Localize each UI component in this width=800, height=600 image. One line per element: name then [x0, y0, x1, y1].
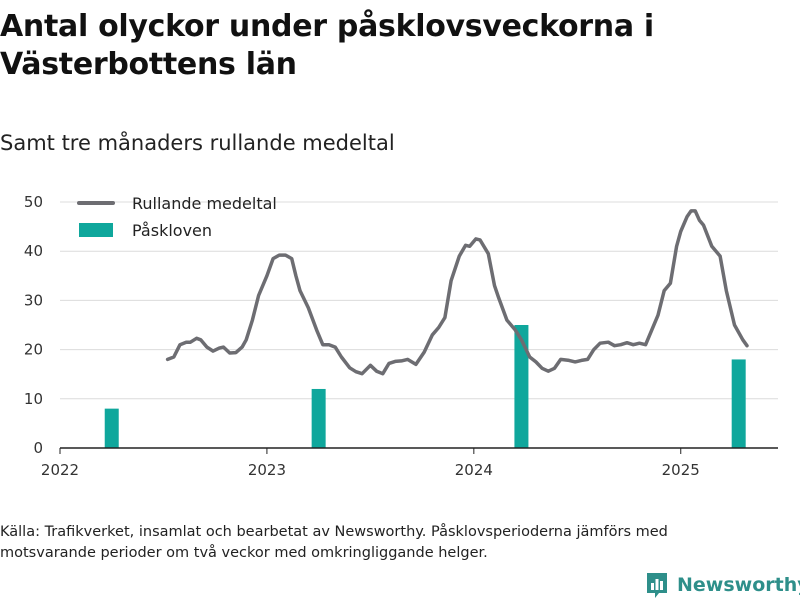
- legend-bar-swatch: [79, 223, 113, 237]
- y-tick-label: 20: [24, 341, 43, 359]
- y-tick-label: 30: [24, 291, 43, 309]
- rolling-average-line: [165, 209, 749, 376]
- y-tick-label: 10: [24, 390, 43, 408]
- y-tick-label: 40: [24, 242, 43, 260]
- bar: [104, 408, 119, 448]
- bar: [311, 388, 326, 448]
- bar-chart-logo-icon: [647, 573, 667, 598]
- chart-subtitle: Samt tre månaders rullande medeltal: [0, 131, 395, 155]
- x-tick-label: 2024: [455, 461, 493, 479]
- bar: [514, 325, 529, 448]
- legend-label-line: Rullande medeltal: [132, 194, 277, 213]
- bar: [731, 359, 746, 448]
- chart-area: 0 10 20 30 40 50 2022 2023 2024 2025 Rullande med…: [24, 193, 778, 479]
- x-tick-label: 2022: [41, 461, 79, 479]
- x-tick-label: 2023: [248, 461, 286, 479]
- axes: 0 10 20 30 40 50 2022 2023 2024 2025: [24, 193, 778, 479]
- legend: Rullande medeltal Påskloven: [77, 194, 277, 240]
- line-series: [165, 209, 749, 376]
- chart-title: Antal olyckor under påsklovsveckorna i V…: [0, 9, 654, 82]
- source-note: Källa: Trafikverket, insamlat och bearbe…: [0, 524, 668, 561]
- y-tick-label: 0: [33, 439, 43, 457]
- y-tick-label: 50: [24, 193, 43, 211]
- legend-label-bar: Påskloven: [132, 221, 212, 240]
- logo-text: Newsworthy: [677, 574, 800, 596]
- x-tick-label: 2025: [662, 461, 700, 479]
- gridlines: [60, 201, 778, 400]
- bar-series: [104, 325, 746, 448]
- newsworthy-logo: Newsworthy: [645, 570, 800, 600]
